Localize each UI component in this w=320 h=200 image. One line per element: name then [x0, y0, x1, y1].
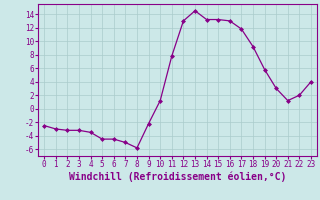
X-axis label: Windchill (Refroidissement éolien,°C): Windchill (Refroidissement éolien,°C) [69, 172, 286, 182]
